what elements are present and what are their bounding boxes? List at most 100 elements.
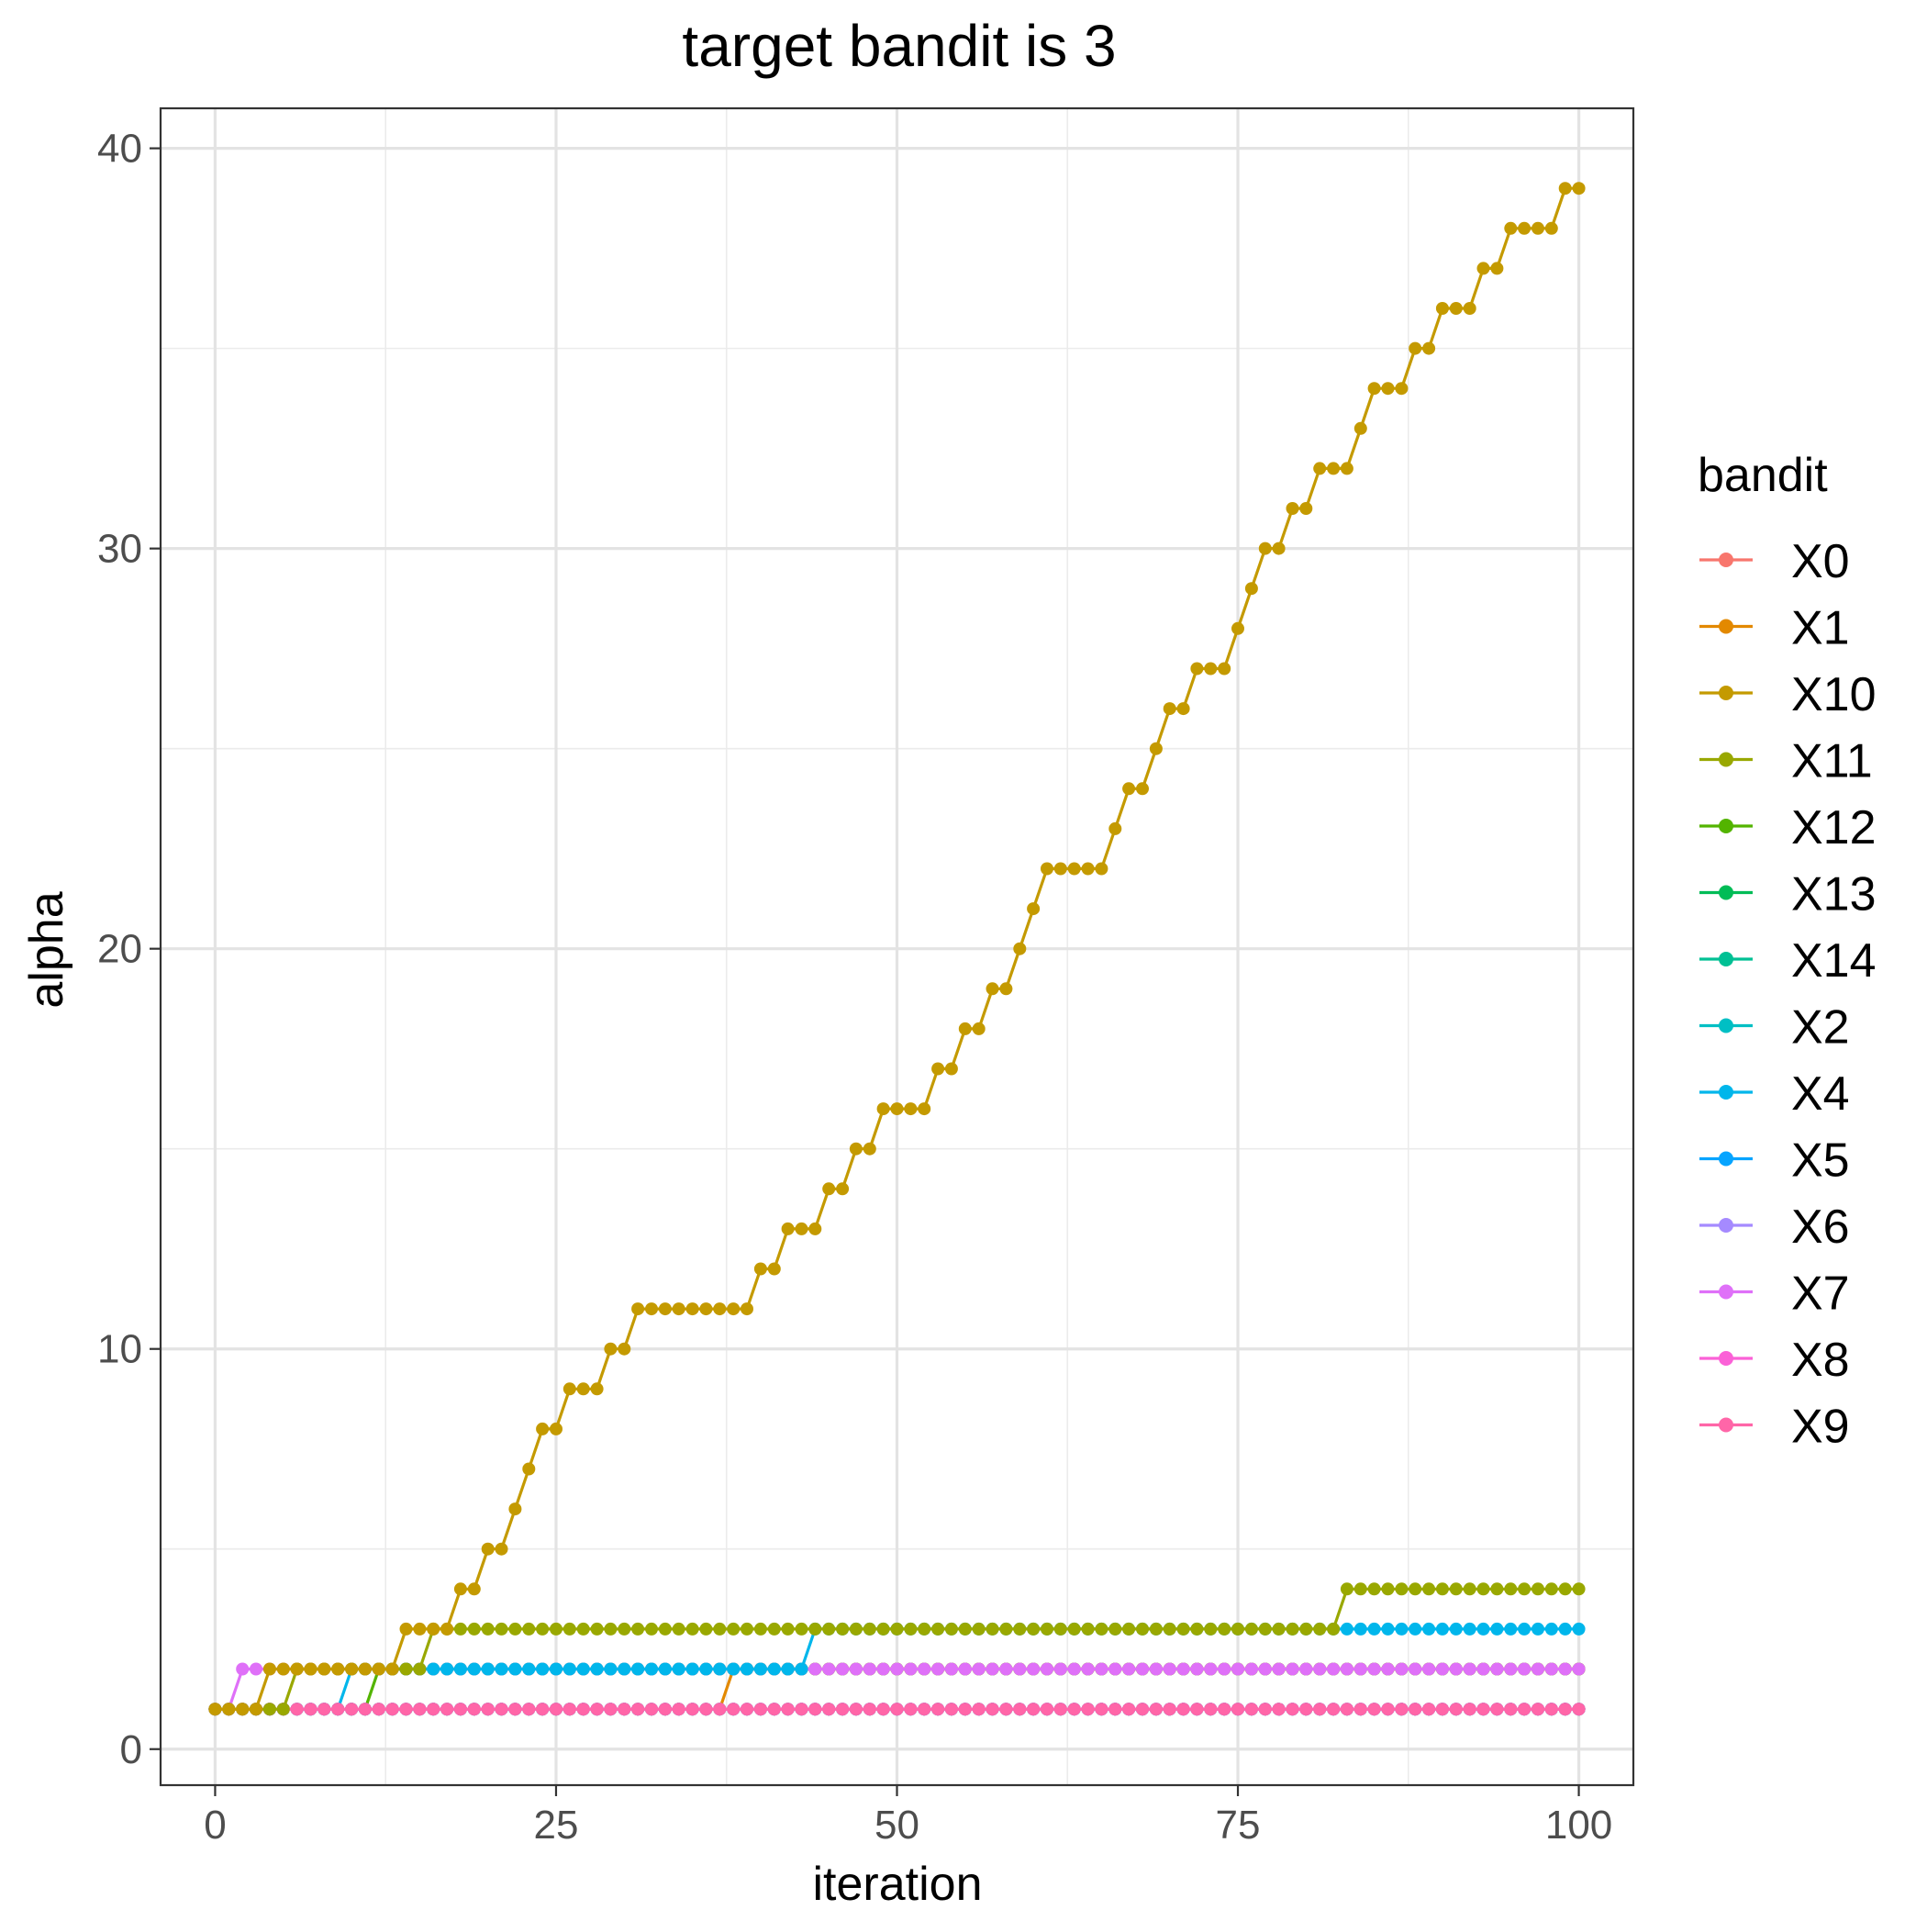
data-point xyxy=(713,1622,727,1636)
data-point xyxy=(1558,182,1572,195)
data-point xyxy=(385,1662,399,1676)
data-point xyxy=(1313,1703,1327,1716)
data-point xyxy=(795,1622,808,1636)
legend-label: X2 xyxy=(1791,1001,1850,1055)
data-point xyxy=(658,1302,672,1316)
data-point xyxy=(808,1222,822,1235)
data-point xyxy=(1327,1703,1341,1716)
data-point xyxy=(741,1662,753,1676)
data-point xyxy=(1053,1662,1067,1676)
data-point xyxy=(1435,1703,1449,1716)
data-point xyxy=(1532,1703,1544,1716)
data-point xyxy=(1353,1662,1367,1676)
data-point xyxy=(604,1342,618,1356)
data-point xyxy=(236,1662,250,1676)
data-point xyxy=(999,1703,1013,1716)
legend-label: X0 xyxy=(1791,535,1850,588)
data-point xyxy=(481,1662,495,1676)
data-point xyxy=(495,1703,508,1716)
data-point xyxy=(918,1662,931,1676)
data-point xyxy=(358,1662,372,1676)
data-point xyxy=(1504,1582,1518,1596)
data-point xyxy=(1313,1622,1327,1636)
data-point xyxy=(1518,221,1532,235)
data-point xyxy=(672,1662,685,1676)
data-point xyxy=(1381,1582,1395,1596)
legend-label: X6 xyxy=(1791,1201,1850,1254)
data-point xyxy=(508,1502,522,1516)
data-point xyxy=(1340,1662,1353,1676)
data-point xyxy=(1231,1622,1244,1636)
data-point xyxy=(958,1022,972,1035)
data-point xyxy=(808,1662,822,1676)
data-point xyxy=(781,1662,795,1676)
data-point xyxy=(767,1622,781,1636)
data-point xyxy=(1449,1582,1463,1596)
data-point xyxy=(1013,1662,1027,1676)
data-point xyxy=(550,1662,563,1676)
data-point xyxy=(1149,1622,1163,1636)
data-point xyxy=(890,1703,904,1716)
data-point xyxy=(618,1342,631,1356)
legend-label: X14 xyxy=(1791,934,1877,988)
data-point xyxy=(931,1662,945,1676)
data-point xyxy=(427,1622,440,1636)
x-tick-label: 25 xyxy=(533,1803,578,1848)
legend-item-x6: X6 xyxy=(1699,1201,1850,1254)
data-point xyxy=(918,1622,931,1636)
legend-key-point xyxy=(1719,1085,1733,1100)
data-point xyxy=(1272,1662,1286,1676)
data-point xyxy=(1409,341,1422,355)
data-point xyxy=(1081,862,1095,876)
legend-key-point xyxy=(1719,1151,1733,1167)
data-point xyxy=(918,1703,931,1716)
data-point xyxy=(1286,1622,1299,1636)
legend-key-point xyxy=(1719,952,1733,966)
data-point xyxy=(753,1662,767,1676)
data-point xyxy=(1490,1703,1504,1716)
data-point xyxy=(645,1662,658,1676)
data-point xyxy=(1476,1582,1490,1596)
data-point xyxy=(495,1622,508,1636)
y-tick-label: 20 xyxy=(97,927,142,972)
data-point xyxy=(727,1622,741,1636)
data-point xyxy=(713,1662,727,1676)
data-point xyxy=(1122,782,1136,796)
data-point xyxy=(467,1703,481,1716)
data-point xyxy=(1067,1622,1081,1636)
data-point xyxy=(1572,182,1586,195)
data-point xyxy=(1422,1703,1436,1716)
data-point xyxy=(986,982,999,996)
data-point xyxy=(1204,662,1218,676)
data-point xyxy=(741,1703,753,1716)
data-point xyxy=(522,1462,536,1476)
data-point xyxy=(550,1422,563,1435)
data-point xyxy=(399,1703,413,1716)
legend: bandit X0 X1 X10 X11 X12 X13 X14 X2 X4 X5 X6 X7 X8 X9 xyxy=(1698,449,1877,1454)
data-point xyxy=(1081,1622,1095,1636)
data-point xyxy=(781,1622,795,1636)
data-point xyxy=(440,1703,454,1716)
data-point xyxy=(372,1662,385,1676)
data-point xyxy=(1136,1662,1149,1676)
legend-label: X12 xyxy=(1791,801,1877,854)
data-point xyxy=(958,1622,972,1636)
data-point xyxy=(699,1302,713,1316)
legend-item-x0: X0 xyxy=(1699,535,1850,588)
data-point xyxy=(427,1703,440,1716)
data-point xyxy=(1163,1703,1176,1716)
data-point xyxy=(999,982,1013,996)
data-point xyxy=(1518,1622,1532,1636)
data-point xyxy=(317,1662,331,1676)
data-point xyxy=(262,1662,276,1676)
data-point xyxy=(1163,1662,1176,1676)
data-point xyxy=(904,1102,918,1116)
data-point xyxy=(1327,1622,1341,1636)
data-point xyxy=(849,1622,863,1636)
data-point xyxy=(699,1703,713,1716)
data-point xyxy=(331,1662,345,1676)
data-point xyxy=(685,1703,699,1716)
data-point xyxy=(536,1622,550,1636)
data-point xyxy=(931,1703,945,1716)
